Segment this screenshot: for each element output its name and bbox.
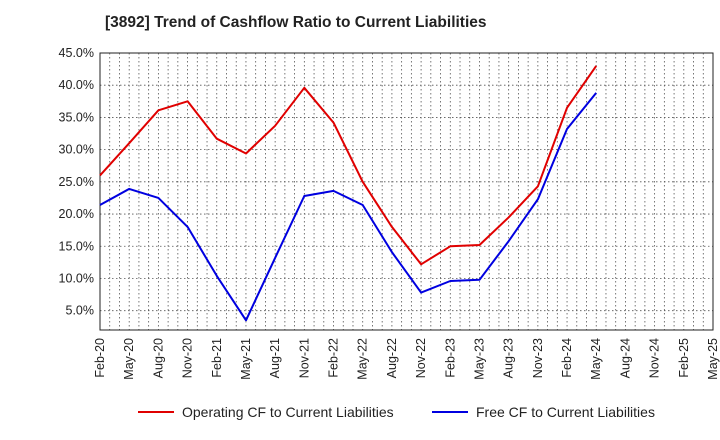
x-tick-label: Feb-20	[93, 338, 107, 378]
series-lines	[99, 65, 598, 322]
y-tick-label: 40.0%	[59, 78, 94, 92]
x-tick-label: May-25	[706, 338, 720, 380]
y-tick-label: 20.0%	[59, 207, 94, 221]
y-tick-label: 45.0%	[59, 46, 94, 60]
x-tick-label: Feb-25	[677, 338, 691, 378]
y-tick-label: 35.0%	[59, 110, 94, 124]
x-tick-label: May-20	[122, 338, 136, 380]
y-tick-label: 15.0%	[59, 239, 94, 253]
axes: 5.0% 10.0% 15.0% 20.0% 25.0% 30.0% 35.0% 40.0% 4…	[59, 46, 720, 380]
x-tick-label: Feb-24	[560, 338, 574, 378]
plot-area	[100, 53, 713, 330]
x-tick-label: Feb-21	[210, 338, 224, 378]
x-tick-label: May-23	[472, 338, 486, 380]
x-tick-label: Feb-22	[327, 338, 341, 378]
x-tick-label: May-21	[239, 338, 253, 380]
x-tick-label: Nov-24	[648, 338, 662, 378]
x-tick-label: Aug-22	[385, 338, 399, 378]
x-tick-label: Feb-23	[443, 338, 457, 378]
x-tick-label: Nov-22	[414, 338, 428, 378]
y-tick-label: 25.0%	[59, 175, 94, 189]
series-line-operating-cf	[99, 65, 598, 266]
series-line-free-cf	[99, 92, 597, 322]
x-tick-label: Nov-23	[531, 338, 545, 378]
y-tick-label: 30.0%	[59, 143, 94, 157]
legend-label-free-cf: Free CF to Current Liabilities	[476, 404, 655, 420]
plot-frame	[99, 52, 714, 331]
legend-label-operating-cf: Operating CF to Current Liabilities	[182, 404, 394, 420]
x-tick-label: Aug-23	[502, 338, 516, 378]
x-tick-label: Aug-20	[151, 338, 165, 378]
legend-item-free-cf: Free CF to Current Liabilities	[432, 404, 655, 420]
y-tick-label: 5.0%	[66, 304, 95, 318]
grid	[99, 52, 714, 330]
x-tick-label: May-24	[589, 338, 603, 380]
legend-item-operating-cf: Operating CF to Current Liabilities	[138, 404, 394, 420]
x-tick-label: Nov-20	[181, 338, 195, 378]
x-tick-label: Aug-24	[618, 338, 632, 378]
legend-swatch-free-cf	[432, 411, 468, 413]
legend-swatch-operating-cf	[138, 411, 174, 413]
x-tick-label: Nov-21	[297, 338, 311, 378]
x-tick-label: Aug-21	[268, 338, 282, 378]
y-tick-label: 10.0%	[59, 271, 94, 285]
chart-title: [3892] Trend of Cashflow Ratio to Curren…	[105, 14, 487, 31]
x-tick-label: May-22	[356, 338, 370, 380]
